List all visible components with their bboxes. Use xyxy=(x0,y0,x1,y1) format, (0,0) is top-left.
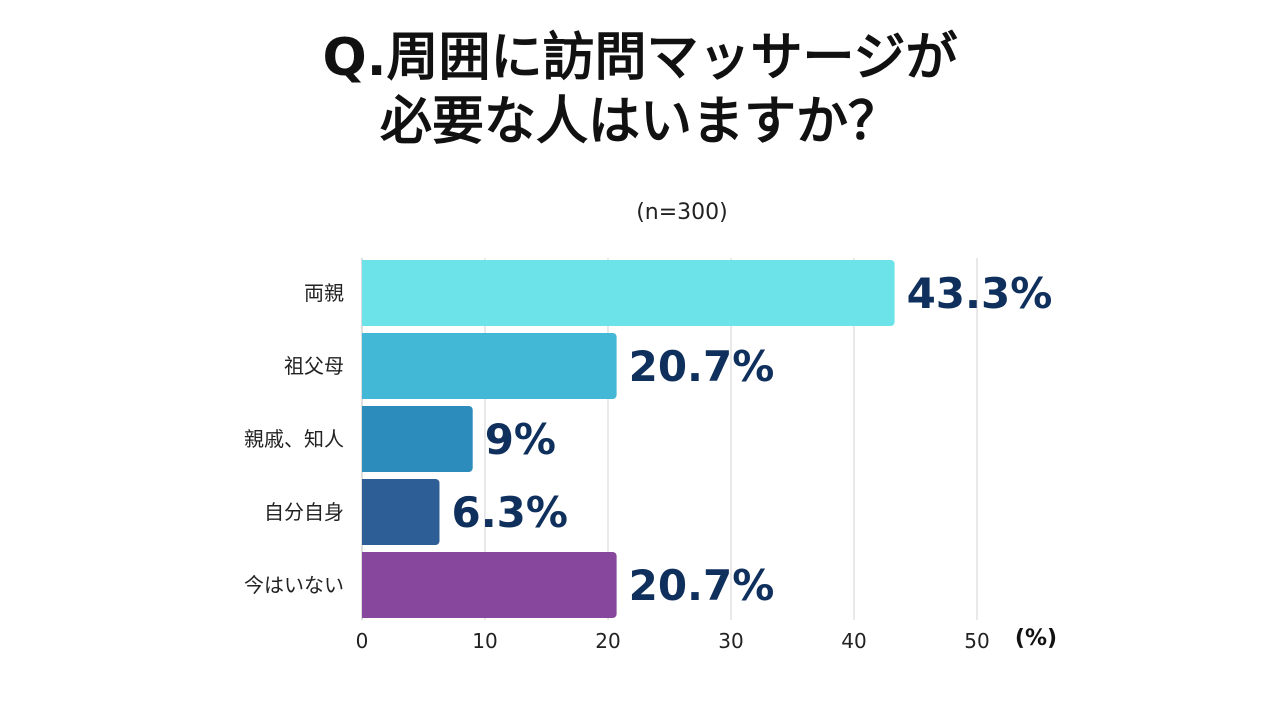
bars xyxy=(362,260,895,618)
sample-size: (n=300) xyxy=(636,200,728,225)
bar-5-edge xyxy=(362,552,368,618)
category-label: 今はいない xyxy=(244,573,344,597)
bar-2 xyxy=(362,333,617,399)
value-label: 20.7% xyxy=(629,561,775,610)
chart-title: Q.周囲に訪問マッサージが 必要な人はいますか？ xyxy=(0,26,1280,154)
bar-3-edge xyxy=(362,406,368,472)
value-label: 6.3% xyxy=(451,488,567,537)
x-axis-unit: (%) xyxy=(1015,626,1057,651)
bar-2-edge xyxy=(362,333,368,399)
x-tick-label: 50 xyxy=(964,629,989,653)
bar-4-edge xyxy=(362,479,368,545)
category-label: 両親 xyxy=(304,281,344,305)
category-label: 祖父母 xyxy=(284,354,344,378)
value-label: 9% xyxy=(485,415,556,464)
value-label: 43.3% xyxy=(907,269,1053,318)
title-line-2: 必要な人はいますか？ xyxy=(379,92,900,152)
x-tick-label: 10 xyxy=(472,629,497,653)
bar-1-edge xyxy=(362,260,368,326)
category-label: 自分自身 xyxy=(264,500,344,524)
x-tick-label: 0 xyxy=(356,629,369,653)
x-tick-label: 30 xyxy=(718,629,743,653)
bar-5 xyxy=(362,552,617,618)
value-label: 20.7% xyxy=(629,342,775,391)
title-line-1: Q.周囲に訪問マッサージが xyxy=(322,28,958,88)
bar-1 xyxy=(362,260,895,326)
category-label: 親戚、知人 xyxy=(244,427,344,451)
bar-3 xyxy=(362,406,473,472)
bar-4 xyxy=(362,479,440,545)
labels: 両親 43.3% 祖父母 20.7% 親戚、知人 9% 自分自身 6.3% 今はいない 20.7% xyxy=(244,269,1052,610)
x-axis: 0 10 20 30 40 50 (%) xyxy=(356,626,1057,653)
x-tick-label: 20 xyxy=(595,629,620,653)
x-tick-label: 40 xyxy=(841,629,866,653)
